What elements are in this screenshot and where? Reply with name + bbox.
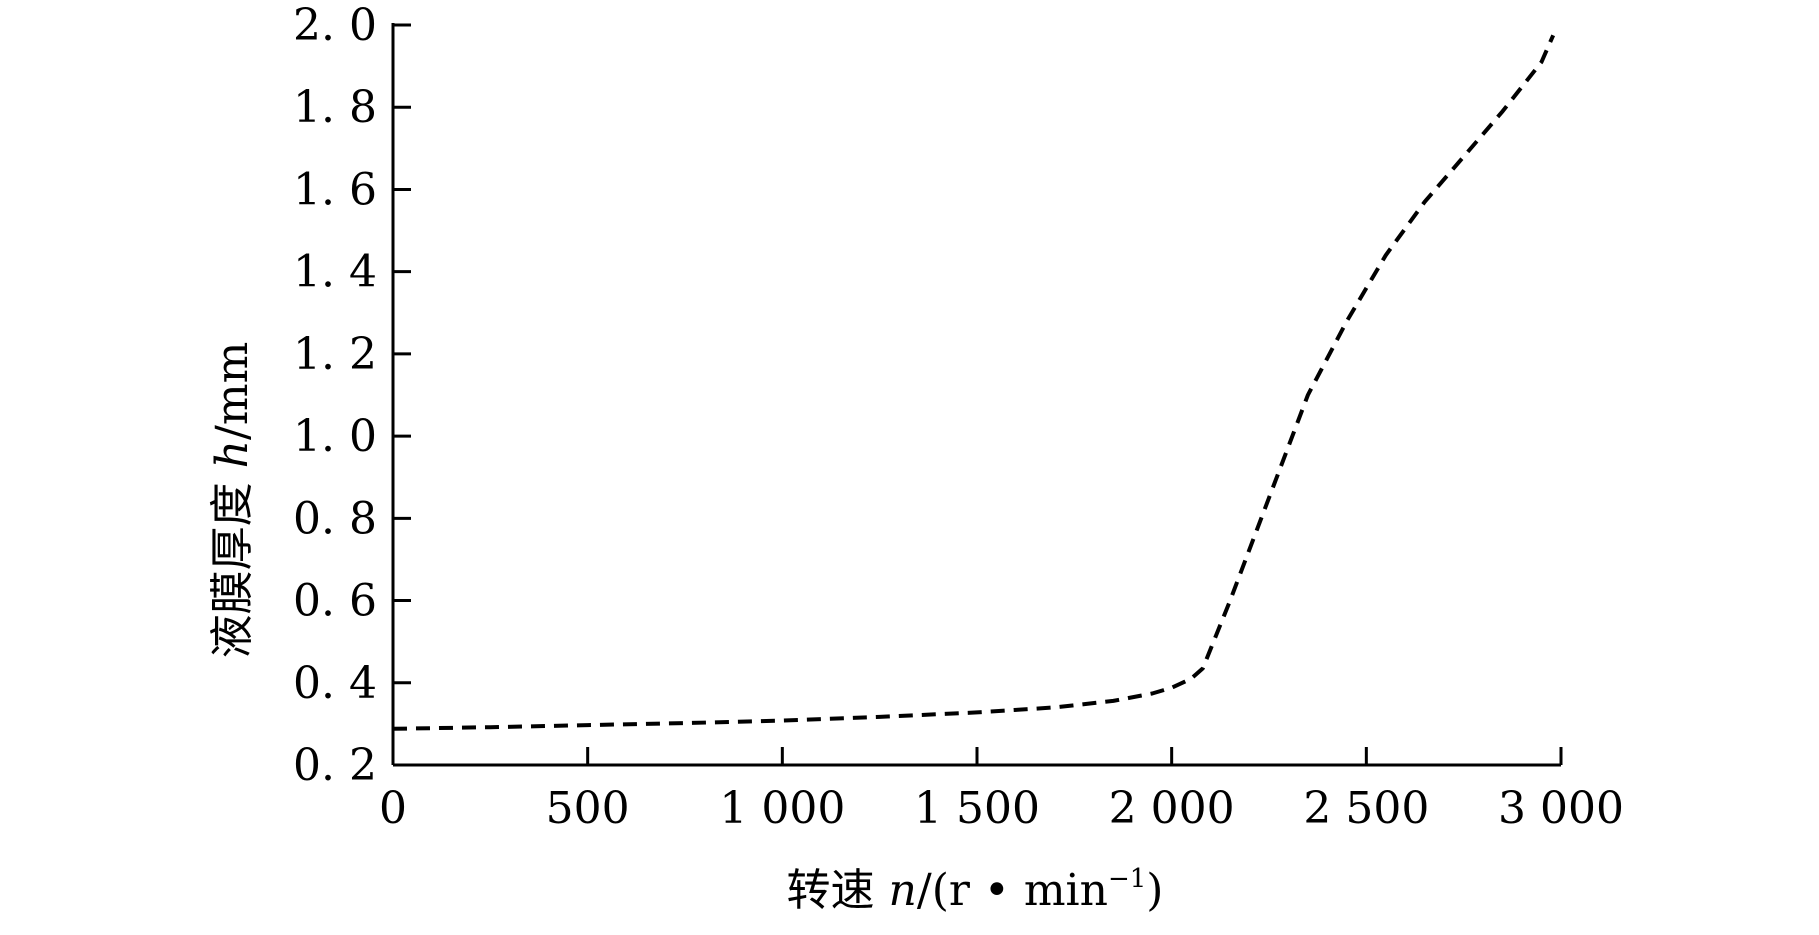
series-line bbox=[392, 34, 1556, 731]
x-tick-label: 500 bbox=[546, 783, 630, 834]
y-tick-label: 0. 8 bbox=[293, 493, 377, 544]
x-tick-label: 2 500 bbox=[1303, 783, 1429, 834]
x-axis-title-prefix: 转速 bbox=[787, 865, 889, 916]
x-tick-label: 1 000 bbox=[719, 783, 845, 834]
x-axis-title-unit: /(r • min bbox=[917, 865, 1108, 916]
y-tick-label: 1. 0 bbox=[293, 411, 377, 462]
y-tick-label: 0. 2 bbox=[293, 740, 377, 791]
y-tick-label: 0. 6 bbox=[293, 576, 377, 627]
series-group bbox=[392, 34, 1556, 731]
axes bbox=[391, 23, 1561, 767]
y-axis-title: 液膜厚度 h/mm bbox=[207, 342, 258, 659]
x-axis-title: 转速 n/(r • min−1) bbox=[787, 864, 1164, 916]
y-tick-label: 0. 4 bbox=[293, 658, 377, 709]
y-tick-label: 1. 8 bbox=[293, 82, 377, 133]
x-tick-label: 3 000 bbox=[1498, 783, 1624, 834]
y-axis-title-prefix: 液膜厚度 bbox=[207, 468, 258, 658]
x-tick-label: 1 500 bbox=[914, 783, 1040, 834]
x-axis-ticks: 0 500 1 000 1 500 2 000 2 500 3 000 bbox=[379, 747, 1624, 834]
y-axis-title-unit: /mm bbox=[207, 342, 258, 440]
y-tick-label: 2. 0 bbox=[293, 0, 377, 51]
x-tick-label: 2 000 bbox=[1109, 783, 1235, 834]
x-axis-title-exponent: −1 bbox=[1108, 864, 1146, 894]
y-axis-ticks: 0. 2 0. 4 0. 6 0. 8 1. 0 1. 2 1. 4 1. 6 1. 8 2. 0 bbox=[293, 0, 411, 791]
x-axis-title-close: ) bbox=[1146, 865, 1163, 916]
x-tick-label: 0 bbox=[379, 783, 407, 834]
y-tick-label: 1. 2 bbox=[293, 329, 377, 380]
y-tick-label: 1. 6 bbox=[293, 164, 377, 215]
y-axis-title-var: h bbox=[207, 440, 258, 468]
y-tick-label: 1. 4 bbox=[293, 247, 377, 298]
x-axis-title-var: n bbox=[889, 865, 917, 916]
